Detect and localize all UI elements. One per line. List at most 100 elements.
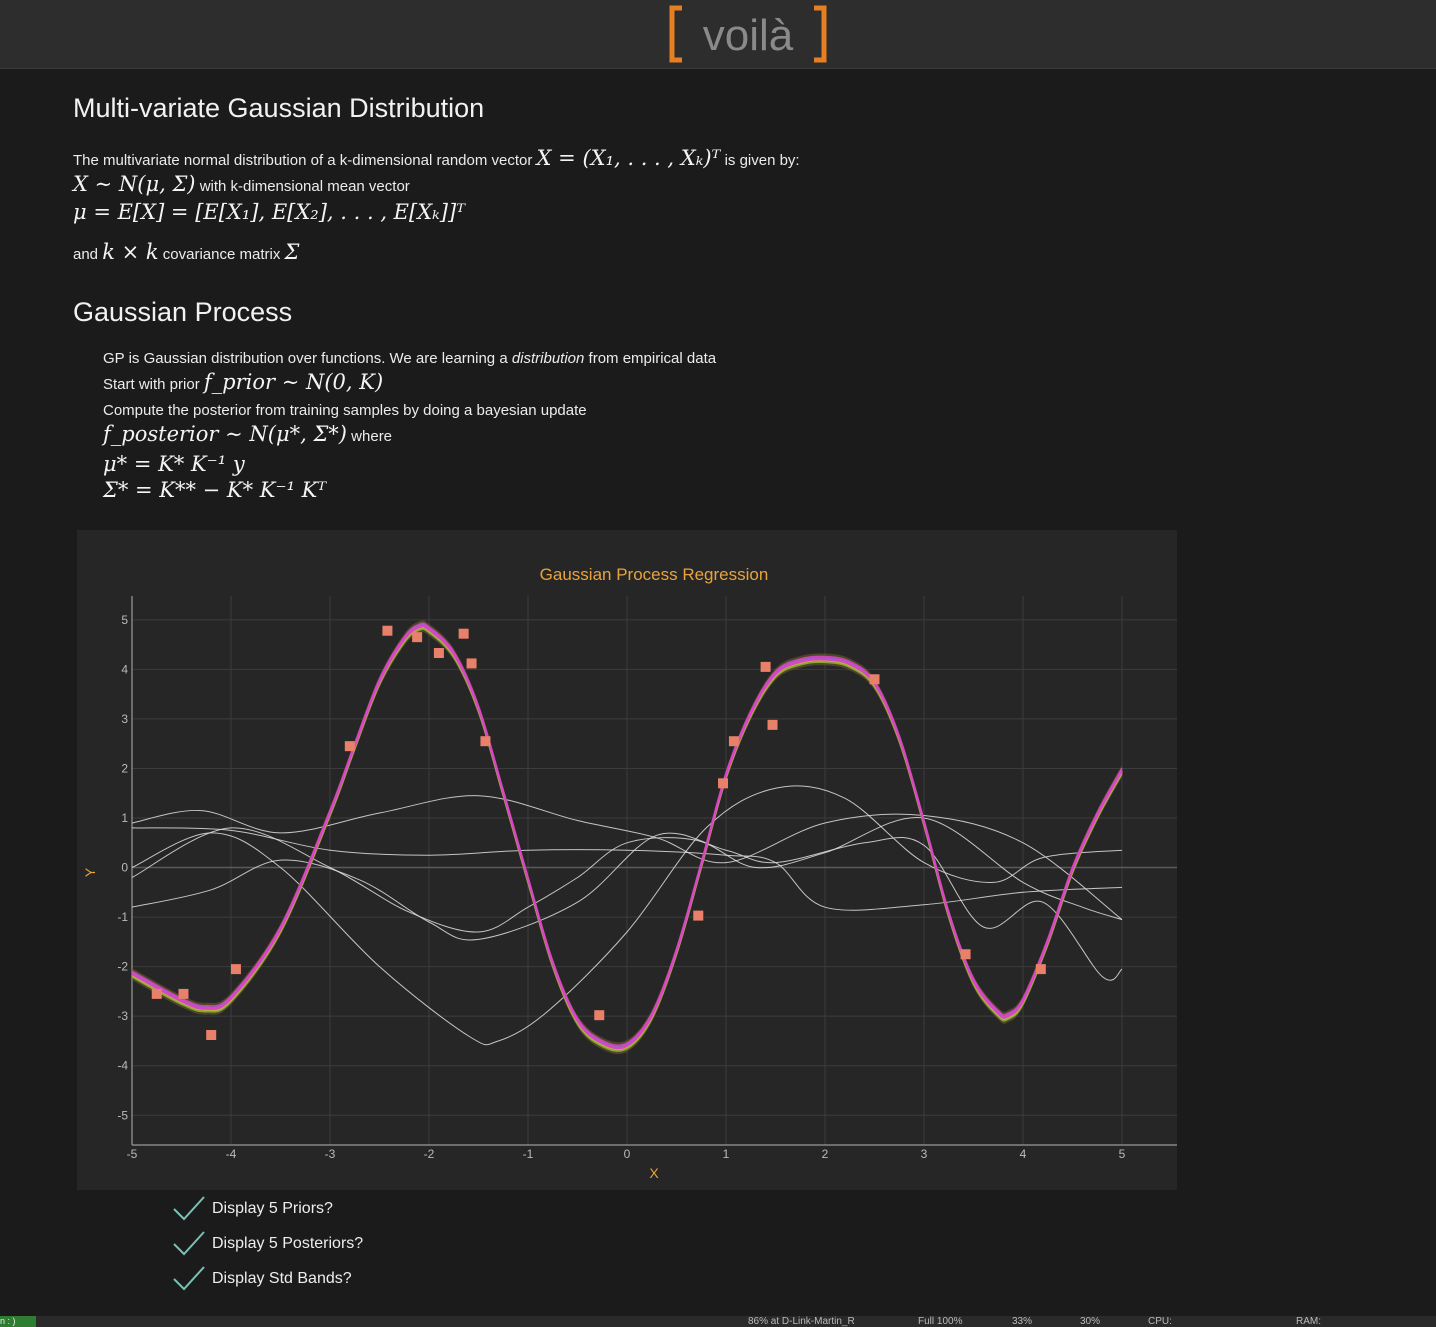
y-tick-label: 5 [121, 613, 128, 627]
mvg-math-mean: μ = E[X] = [E[X₁], E[X₂], . . . , E[Xₖ]]… [73, 200, 466, 224]
training-point [1035, 964, 1046, 975]
training-point [466, 658, 477, 669]
voila-logo: voilà [669, 5, 827, 63]
mvg-line-2: X ∼ N(μ, Σ) with k-dimensional mean vect… [73, 172, 410, 196]
check-icon [173, 1266, 205, 1291]
gp-line-6: Σ* = K** − K* K⁻¹ Kᵀ [103, 478, 326, 502]
training-point [767, 719, 778, 730]
prior-sample-line [131, 827, 1123, 911]
gp-line-5: μ* = K* K⁻¹ y [103, 452, 245, 476]
x-tick-label: 2 [822, 1147, 829, 1161]
y-tick-label: -1 [117, 910, 128, 924]
check-icon [173, 1231, 205, 1256]
x-tick-label: 0 [624, 1147, 631, 1161]
training-point [869, 674, 880, 685]
training-point [718, 778, 729, 789]
y-tick-label: 3 [121, 712, 128, 726]
mvg-text: covariance matrix [162, 246, 281, 263]
x-tick-label: -1 [523, 1147, 534, 1161]
mvg-math-kxk: k × k [102, 240, 159, 264]
mvg-math-dist: X ∼ N(μ, Σ) [73, 172, 196, 196]
y-tick-label: 0 [121, 861, 128, 875]
checkbox-label: Display Std Bands? [212, 1270, 352, 1287]
gp-line-3: Compute the posterior from training samp… [103, 402, 587, 419]
prior-sample-line [131, 832, 1123, 981]
x-tick-label: -2 [424, 1147, 435, 1161]
x-tick-label: -4 [226, 1147, 237, 1161]
checkbox-display-std-bands[interactable]: Display Std Bands? [172, 1265, 352, 1293]
gp-chart-svg[interactable]: Gaussian Process Regression -5 -4 -3 -2 -1 0 1 2… [77, 530, 1177, 1190]
mvg-line-1: The multivariate normal distribution of … [73, 146, 800, 170]
svg-text:voilà: voilà [703, 11, 794, 60]
mvg-line-3: μ = E[X] = [E[X₁], E[X₂], . . . , E[Xₖ]]… [73, 200, 465, 224]
x-tick-label: 1 [723, 1147, 730, 1161]
training-point [458, 628, 469, 639]
y-tick-label: -3 [117, 1009, 128, 1023]
gp-heading: Gaussian Process [73, 297, 293, 327]
mvg-text: The multivariate normal distribution of … [73, 152, 533, 169]
mvg-line-4: and k × k covariance matrix Σ [73, 240, 299, 264]
brightness-status: 30% [1080, 1316, 1101, 1327]
volume-status: 33% [1012, 1316, 1033, 1327]
workspace-indicator[interactable]: n : ) [0, 1316, 36, 1327]
x-tick-label: 3 [921, 1147, 928, 1161]
ram-status: RAM: [1296, 1316, 1321, 1327]
x-tick-label: -5 [127, 1147, 138, 1161]
checkbox-label: Display 5 Priors? [212, 1200, 333, 1217]
training-point [344, 741, 355, 752]
training-point [178, 988, 189, 999]
training-point [382, 625, 393, 636]
x-tick-label: 5 [1119, 1147, 1126, 1161]
training-point [230, 964, 241, 975]
posterior-mean-line [131, 625, 1123, 1050]
posterior-sample-line [131, 622, 1123, 1046]
checkbox-display-posteriors[interactable]: Display 5 Posteriors? [172, 1230, 363, 1258]
chart-title: Gaussian Process Regression [540, 565, 769, 584]
check-icon [173, 1196, 205, 1221]
training-point [760, 661, 771, 672]
mvg-math-vector: X = (X₁, . . . , Xₖ)ᵀ [536, 146, 721, 170]
mvg-math-sigma: Σ [284, 240, 300, 264]
gp-chart[interactable]: Gaussian Process Regression -5 -4 -3 -2 -1 0 1 2… [77, 530, 1177, 1190]
wifi-status: 86% at D-Link-Martin_R [748, 1316, 855, 1327]
gp-line-4: f_posterior ∼ N(μ*, Σ*) where [103, 422, 392, 446]
training-point [693, 910, 704, 921]
y-tick-label: 1 [121, 811, 128, 825]
cpu-status: CPU: [1148, 1316, 1172, 1327]
training-point [728, 736, 739, 747]
gp-text: Start with prior [103, 376, 200, 393]
gp-text: from empirical data [588, 350, 717, 367]
y-tick-label: -4 [117, 1059, 128, 1073]
gp-emphasis: distribution [511, 350, 585, 367]
training-point [480, 736, 491, 747]
battery-status: Full 100% [918, 1316, 963, 1327]
training-point [151, 988, 162, 999]
mvg-heading: Multi-variate Gaussian Distribution [73, 93, 485, 123]
x-axis-label: X [649, 1165, 659, 1181]
training-point [960, 949, 971, 960]
mvg-text: with k-dimensional mean vector [199, 178, 410, 195]
gp-text: GP is Gaussian distribution over functio… [103, 350, 508, 367]
y-tick-label: -5 [117, 1108, 128, 1122]
x-tick-label: 4 [1020, 1147, 1027, 1161]
training-point [433, 648, 444, 659]
mvg-text: is given by: [724, 152, 800, 169]
gp-math-posterior: f_posterior ∼ N(μ*, Σ*) [103, 422, 347, 446]
checkbox-display-priors[interactable]: Display 5 Priors? [172, 1195, 333, 1223]
prior-sample-line [131, 816, 1123, 933]
gp-math-prior: f_prior ∼ N(0, K) [203, 370, 384, 394]
gp-line-2: Start with prior f_prior ∼ N(0, K) [103, 370, 383, 394]
prior-sample-line [131, 795, 1123, 920]
gp-math-mu-star: μ* = K* K⁻¹ y [103, 452, 245, 476]
y-tick-label: -2 [117, 960, 128, 974]
gp-math-sigma-star: Σ* = K** − K* K⁻¹ Kᵀ [103, 478, 327, 502]
training-point [412, 632, 423, 643]
status-bar: n : ) 86% at D-Link-Martin_R Full 100% 3… [0, 1316, 1436, 1327]
training-point [206, 1030, 217, 1041]
checkbox-label: Display 5 Posteriors? [212, 1235, 364, 1252]
top-bar: voilà [0, 0, 1436, 69]
x-tick-label: -3 [325, 1147, 336, 1161]
gp-text: where [351, 428, 393, 445]
y-tick-label: 4 [121, 662, 128, 676]
y-axis-label: Y [82, 867, 98, 877]
